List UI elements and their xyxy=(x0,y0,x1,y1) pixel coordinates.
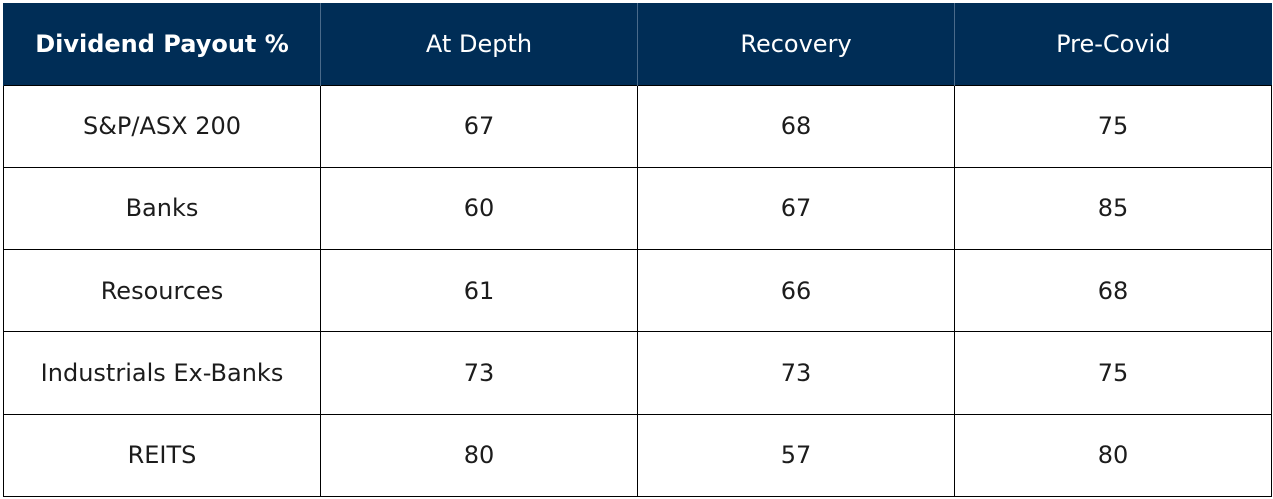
cell-recovery: 57 xyxy=(637,413,955,498)
dividend-payout-table-container: Dividend Payout % At Depth Recovery Pre-… xyxy=(3,3,1272,498)
cell-at-depth: 67 xyxy=(320,84,638,168)
row-label: Banks xyxy=(3,166,321,251)
cell-pre-covid: 85 xyxy=(954,166,1272,251)
cell-pre-covid: 75 xyxy=(954,84,1272,168)
header-cell-recovery: Recovery xyxy=(637,3,955,85)
cell-pre-covid: 80 xyxy=(954,413,1272,498)
cell-pre-covid: 68 xyxy=(954,249,1272,333)
table-row: Industrials Ex-Banks 73 73 75 xyxy=(3,331,1272,415)
header-row: Dividend Payout % At Depth Recovery Pre-… xyxy=(3,3,1272,85)
table-row: REITS 80 57 80 xyxy=(3,413,1272,498)
row-label: REITS xyxy=(3,413,321,498)
table-row: Banks 60 67 85 xyxy=(3,166,1272,251)
header-cell-metric: Dividend Payout % xyxy=(3,3,321,85)
table-row: S&P/ASX 200 67 68 75 xyxy=(3,84,1272,168)
row-label: S&P/ASX 200 xyxy=(3,84,321,168)
row-label: Resources xyxy=(3,249,321,333)
cell-at-depth: 73 xyxy=(320,331,638,415)
header-cell-pre-covid: Pre-Covid xyxy=(954,3,1272,85)
cell-recovery: 68 xyxy=(637,84,955,168)
dividend-payout-table: Dividend Payout % At Depth Recovery Pre-… xyxy=(3,3,1272,498)
cell-at-depth: 80 xyxy=(320,413,638,498)
header-cell-at-depth: At Depth xyxy=(320,3,638,85)
cell-recovery: 66 xyxy=(637,249,955,333)
cell-recovery: 67 xyxy=(637,166,955,251)
cell-at-depth: 61 xyxy=(320,249,638,333)
row-label: Industrials Ex-Banks xyxy=(3,331,321,415)
table-row: Resources 61 66 68 xyxy=(3,249,1272,333)
cell-pre-covid: 75 xyxy=(954,331,1272,415)
cell-recovery: 73 xyxy=(637,331,955,415)
cell-at-depth: 60 xyxy=(320,166,638,251)
